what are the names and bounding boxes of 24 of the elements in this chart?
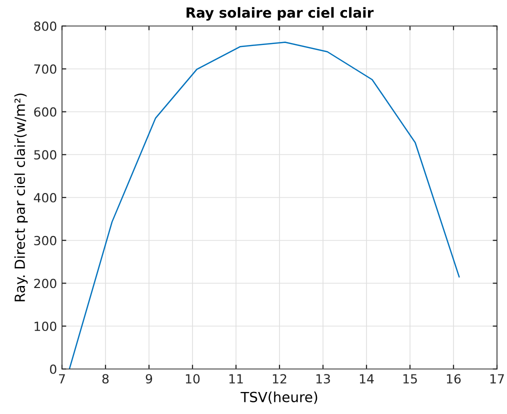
chart-title: Ray solaire par ciel clair [186,7,374,21]
y-tick-label: 600 [34,107,56,117]
x-tick-label: 11 [229,374,243,384]
x-tick-label: 14 [360,374,374,384]
x-tick-label: 17 [490,374,504,384]
y-tick-label: 300 [34,236,56,246]
y-tick-label: 200 [34,278,56,288]
y-tick-label: 700 [34,64,56,74]
y-tick-label: 500 [34,150,56,160]
y-axis-title: Ray. Direct par ciel clair(w/m²) [14,94,28,302]
y-tick-label: 0 [50,364,56,374]
x-tick-label: 16 [446,374,461,384]
x-tick-label: 8 [102,374,109,384]
line-series [68,42,460,369]
x-tick-label: 10 [186,374,200,384]
x-axis-title: TSV(heure) [240,392,318,404]
x-tick-label: 12 [272,374,286,384]
y-tick-label: 800 [34,21,56,31]
x-tick-label: 15 [403,374,417,384]
x-tick-label: 7 [59,374,65,384]
x-tick-label: 9 [146,374,152,384]
y-tick-label: 100 [34,322,56,332]
x-tick-label: 13 [316,374,330,384]
y-tick-label: 400 [34,192,56,202]
